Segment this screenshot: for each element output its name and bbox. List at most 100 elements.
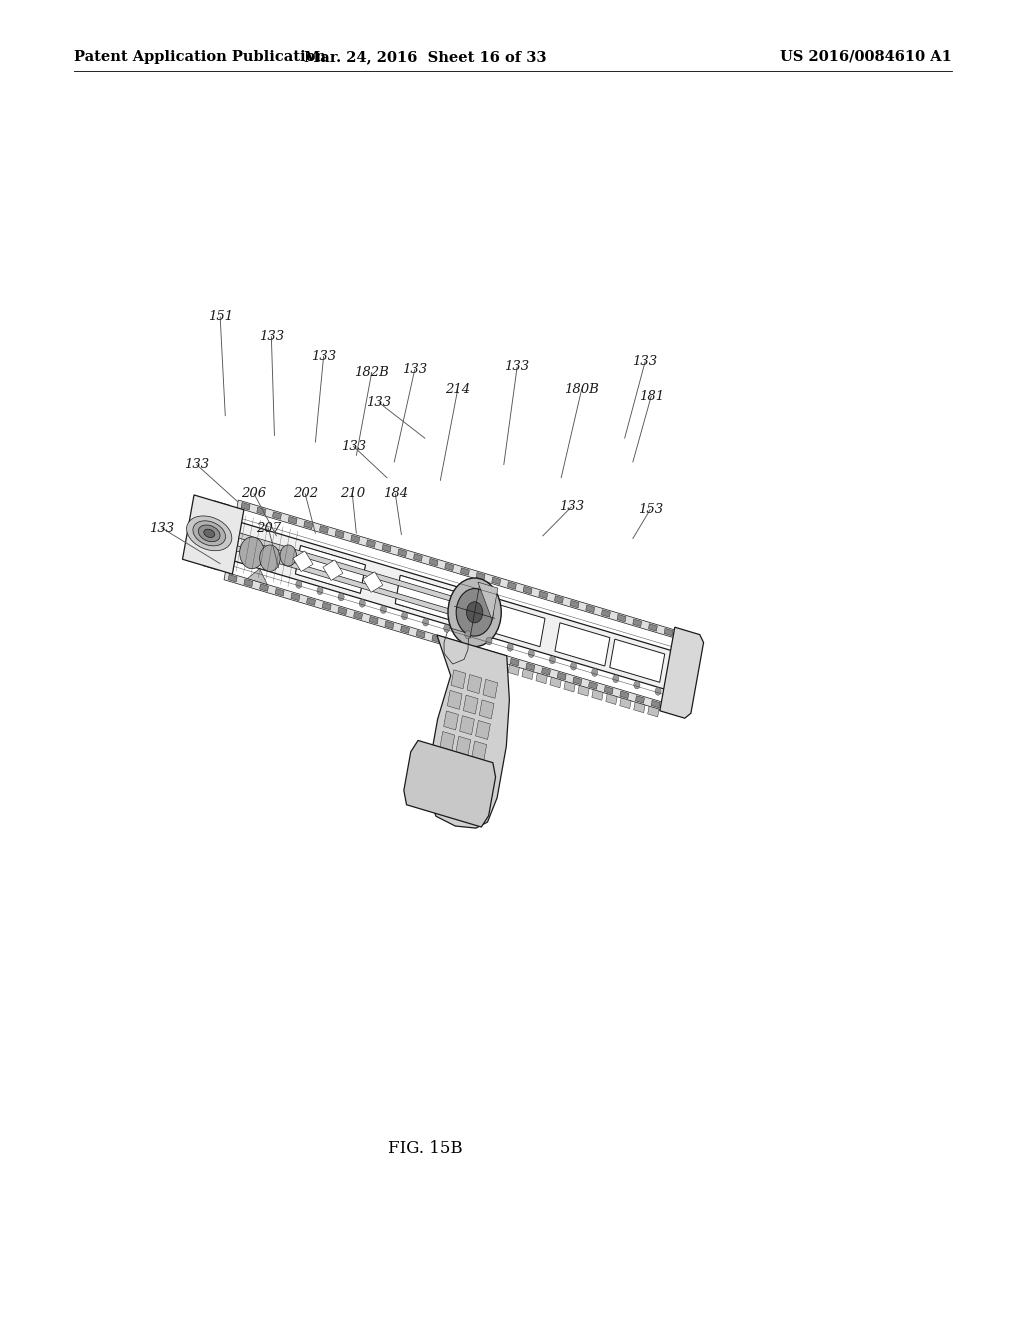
Circle shape [592, 668, 598, 676]
Polygon shape [385, 622, 394, 628]
Polygon shape [495, 653, 504, 661]
Polygon shape [479, 649, 487, 656]
Text: FIG. 15B: FIG. 15B [388, 1140, 462, 1156]
Polygon shape [403, 741, 496, 828]
Text: 133: 133 [633, 355, 657, 368]
Polygon shape [189, 502, 685, 690]
Polygon shape [382, 544, 391, 552]
Polygon shape [554, 595, 563, 603]
Polygon shape [370, 616, 378, 624]
Polygon shape [536, 673, 547, 684]
Polygon shape [494, 660, 506, 671]
Polygon shape [465, 783, 479, 801]
Text: 182B: 182B [354, 366, 389, 379]
Text: 153: 153 [638, 503, 663, 516]
Polygon shape [479, 700, 494, 719]
Polygon shape [555, 623, 610, 667]
Polygon shape [456, 737, 471, 755]
Text: 133: 133 [505, 360, 529, 374]
Polygon shape [461, 568, 469, 576]
Polygon shape [522, 669, 534, 680]
Polygon shape [323, 560, 343, 581]
Polygon shape [400, 626, 410, 634]
Polygon shape [490, 603, 545, 647]
Polygon shape [319, 525, 329, 533]
Polygon shape [237, 500, 679, 639]
Text: 214: 214 [445, 383, 470, 396]
Polygon shape [239, 533, 474, 609]
Text: 133: 133 [559, 500, 584, 513]
Polygon shape [542, 668, 551, 676]
Polygon shape [633, 619, 642, 627]
Text: 133: 133 [184, 458, 209, 471]
Polygon shape [659, 627, 703, 718]
Circle shape [655, 688, 662, 696]
Circle shape [570, 663, 577, 671]
Polygon shape [510, 659, 519, 665]
Polygon shape [323, 602, 331, 610]
Text: US 2016/0084610 A1: US 2016/0084610 A1 [780, 50, 952, 63]
Polygon shape [443, 711, 459, 730]
Polygon shape [483, 680, 498, 698]
Polygon shape [476, 573, 485, 579]
Text: 180B: 180B [564, 383, 599, 396]
Polygon shape [478, 582, 498, 620]
Polygon shape [293, 550, 313, 572]
Circle shape [465, 631, 471, 639]
Polygon shape [395, 576, 465, 623]
Polygon shape [636, 696, 644, 704]
Polygon shape [451, 669, 466, 689]
Polygon shape [335, 531, 344, 539]
Polygon shape [367, 540, 376, 548]
Polygon shape [572, 677, 582, 685]
Polygon shape [539, 591, 548, 598]
Polygon shape [296, 545, 366, 593]
Polygon shape [492, 577, 501, 585]
Polygon shape [397, 549, 407, 557]
Circle shape [443, 624, 450, 632]
Polygon shape [428, 635, 509, 828]
Polygon shape [665, 628, 673, 636]
Text: 210: 210 [340, 487, 365, 500]
Polygon shape [606, 694, 617, 705]
Circle shape [423, 618, 429, 626]
Text: 206: 206 [242, 487, 266, 500]
Circle shape [456, 589, 493, 636]
Polygon shape [634, 702, 645, 713]
Text: 207: 207 [256, 521, 281, 535]
Circle shape [380, 606, 386, 614]
Polygon shape [620, 698, 631, 709]
Polygon shape [296, 545, 366, 593]
Circle shape [486, 638, 493, 645]
Polygon shape [353, 611, 362, 619]
Circle shape [401, 612, 408, 620]
Polygon shape [288, 516, 297, 524]
Polygon shape [586, 605, 595, 612]
Polygon shape [257, 507, 265, 515]
Polygon shape [440, 731, 455, 751]
Polygon shape [463, 696, 478, 714]
Circle shape [466, 602, 482, 623]
Text: 202: 202 [293, 487, 317, 500]
Polygon shape [564, 681, 575, 692]
Circle shape [240, 537, 264, 569]
Polygon shape [429, 558, 438, 566]
Polygon shape [609, 639, 665, 682]
Circle shape [612, 675, 618, 682]
Polygon shape [463, 644, 472, 652]
Polygon shape [508, 582, 516, 589]
Polygon shape [475, 721, 490, 739]
Polygon shape [444, 564, 454, 570]
Polygon shape [182, 495, 244, 574]
Polygon shape [432, 635, 440, 643]
Polygon shape [436, 752, 451, 771]
Text: 133: 133 [341, 440, 366, 453]
Polygon shape [651, 701, 660, 708]
Polygon shape [416, 631, 425, 638]
Polygon shape [461, 803, 475, 822]
Polygon shape [362, 572, 383, 593]
Text: 133: 133 [367, 396, 391, 409]
Polygon shape [467, 675, 481, 693]
Polygon shape [228, 574, 238, 582]
Text: 133: 133 [402, 363, 427, 376]
